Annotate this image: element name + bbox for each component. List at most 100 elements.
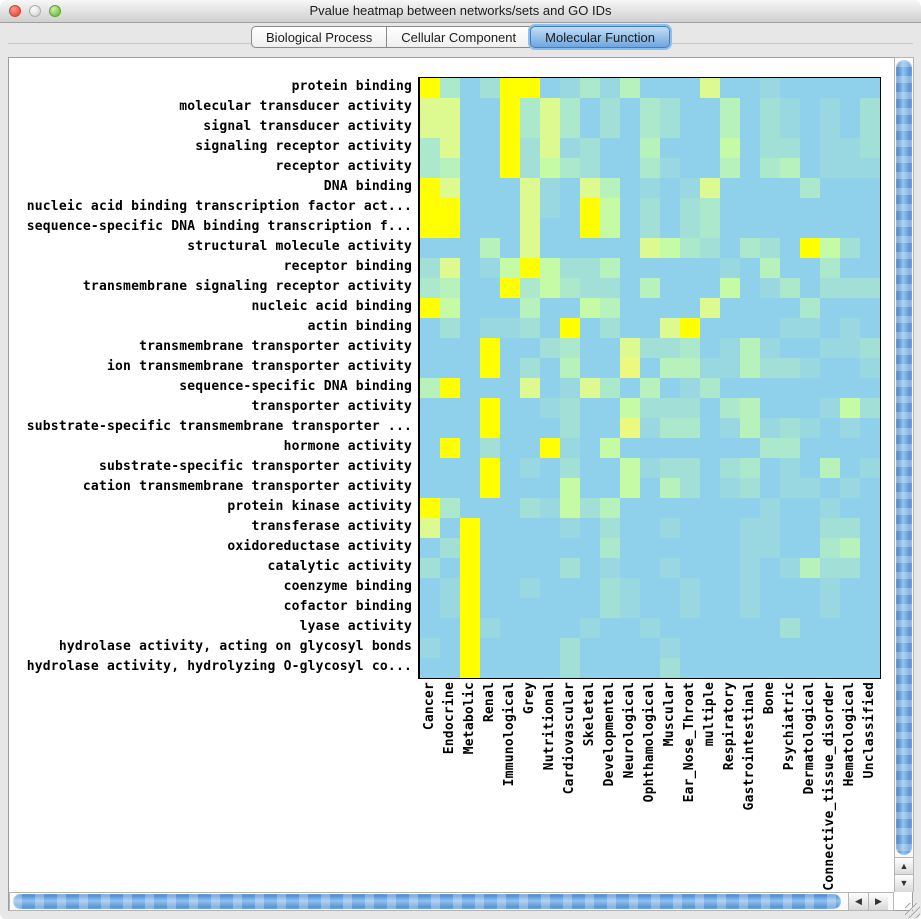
heatmap-cell [640,358,660,378]
heatmap-cell [620,218,640,238]
heatmap-cell [840,638,860,658]
heatmap-cell [480,138,500,158]
heatmap-cell [500,298,520,318]
heatmap-cell [460,338,480,358]
row-label: ion transmembrane transporter activity [106,359,412,374]
heatmap-cell [500,218,520,238]
horizontal-scrollbar-thumb[interactable] [13,894,841,909]
heatmap-cell [820,598,840,618]
heatmap-cell [660,538,680,558]
close-button[interactable] [9,5,21,17]
heatmap-cell [420,518,440,538]
column-label: Nutritional [542,682,557,771]
heatmap-cell [660,138,680,158]
heatmap-cell [540,318,560,338]
heatmap-cell [580,458,600,478]
heatmap-cell [680,538,700,558]
heatmap-cell [600,638,620,658]
heatmap-cell [760,398,780,418]
row-label: hydrolase activity, acting on glycosyl b… [58,639,412,654]
heatmap-cell [460,158,480,178]
heatmap-cell [600,278,620,298]
row-label: substrate-specific transmembrane transpo… [26,419,412,434]
heatmap-cell [580,578,600,598]
heatmap-cell [520,518,540,538]
heatmap-cell [420,98,440,118]
heatmap-cell [600,358,620,378]
heatmap-cell [640,438,660,458]
heatmap-cell [500,658,520,678]
heatmap-cell [500,478,520,498]
vertical-scrollbar-thumb[interactable] [896,60,912,855]
scroll-right-button[interactable]: ▶ [868,893,888,910]
heatmap-cell [580,598,600,618]
tab-biological-process[interactable]: Biological Process [251,26,388,48]
row-label: molecular transducer activity [179,99,412,114]
heatmap-cell [860,298,880,318]
heatmap-cell [860,318,880,338]
heatmap-cell [460,138,480,158]
heatmap-cell [820,658,840,678]
horizontal-scrollbar[interactable]: ◀ ▶ [9,892,894,911]
heatmap-cell [580,498,600,518]
tab-cellular-component[interactable]: Cellular Component [386,26,532,48]
heatmap-cell [860,478,880,498]
heatmap-cell [560,418,580,438]
minimize-button[interactable] [29,5,41,17]
heatmap-cell [800,478,820,498]
heatmap-cell [540,658,560,678]
heatmap-cell [540,398,560,418]
resize-grip[interactable] [905,903,920,918]
heatmap-cell [520,158,540,178]
row-label: receptor activity [275,159,412,174]
heatmap-cell [720,358,740,378]
heatmap-cell [640,258,660,278]
heatmap-cell [720,478,740,498]
scroll-down-button[interactable]: ▼ [895,874,913,892]
heatmap-cell [520,298,540,318]
heatmap-cell [640,98,660,118]
zoom-button[interactable] [49,5,61,17]
heatmap-cell [760,458,780,478]
scroll-left-icon: ◀ [855,896,862,906]
heatmap-cell [440,158,460,178]
heatmap-cell [560,498,580,518]
heatmap-cell [540,598,560,618]
heatmap-cell [460,438,480,458]
heatmap-cell [820,318,840,338]
scroll-left-button[interactable]: ◀ [848,893,868,910]
heatmap-cell [800,538,820,558]
heatmap-cell [740,78,760,98]
heatmap-cell [680,118,700,138]
heatmap-cell [500,538,520,558]
heatmap-cell [440,618,460,638]
heatmap-cell [440,398,460,418]
heatmap-cell [840,498,860,518]
heatmap-cell [460,178,480,198]
heatmap-cell [420,558,440,578]
heatmap-cell [680,558,700,578]
heatmap-cell [760,158,780,178]
heatmap-cell [700,538,720,558]
heatmap-cell [800,138,820,158]
heatmap-cell [640,478,660,498]
heatmap-cell [840,318,860,338]
heatmap-cell [800,498,820,518]
heatmap-cell [820,218,840,238]
heatmap-cell [620,378,640,398]
heatmap-cell [860,358,880,378]
tab-molecular-function[interactable]: Molecular Function [530,26,670,48]
heatmap-cell [620,498,640,518]
heatmap-cell [520,498,540,518]
heatmap-cell [540,578,560,598]
scroll-up-button[interactable]: ▲ [895,857,913,875]
heatmap-cell [420,178,440,198]
vertical-scrollbar[interactable]: ▲ ▼ [894,57,914,892]
heatmap-cell [860,118,880,138]
heatmap-cell [420,458,440,478]
heatmap-cell [720,118,740,138]
heatmap-cell [440,258,460,278]
window-title: Pvalue heatmap between networks/sets and… [309,3,612,18]
heatmap-cell [580,118,600,138]
heatmap-cell [640,218,660,238]
